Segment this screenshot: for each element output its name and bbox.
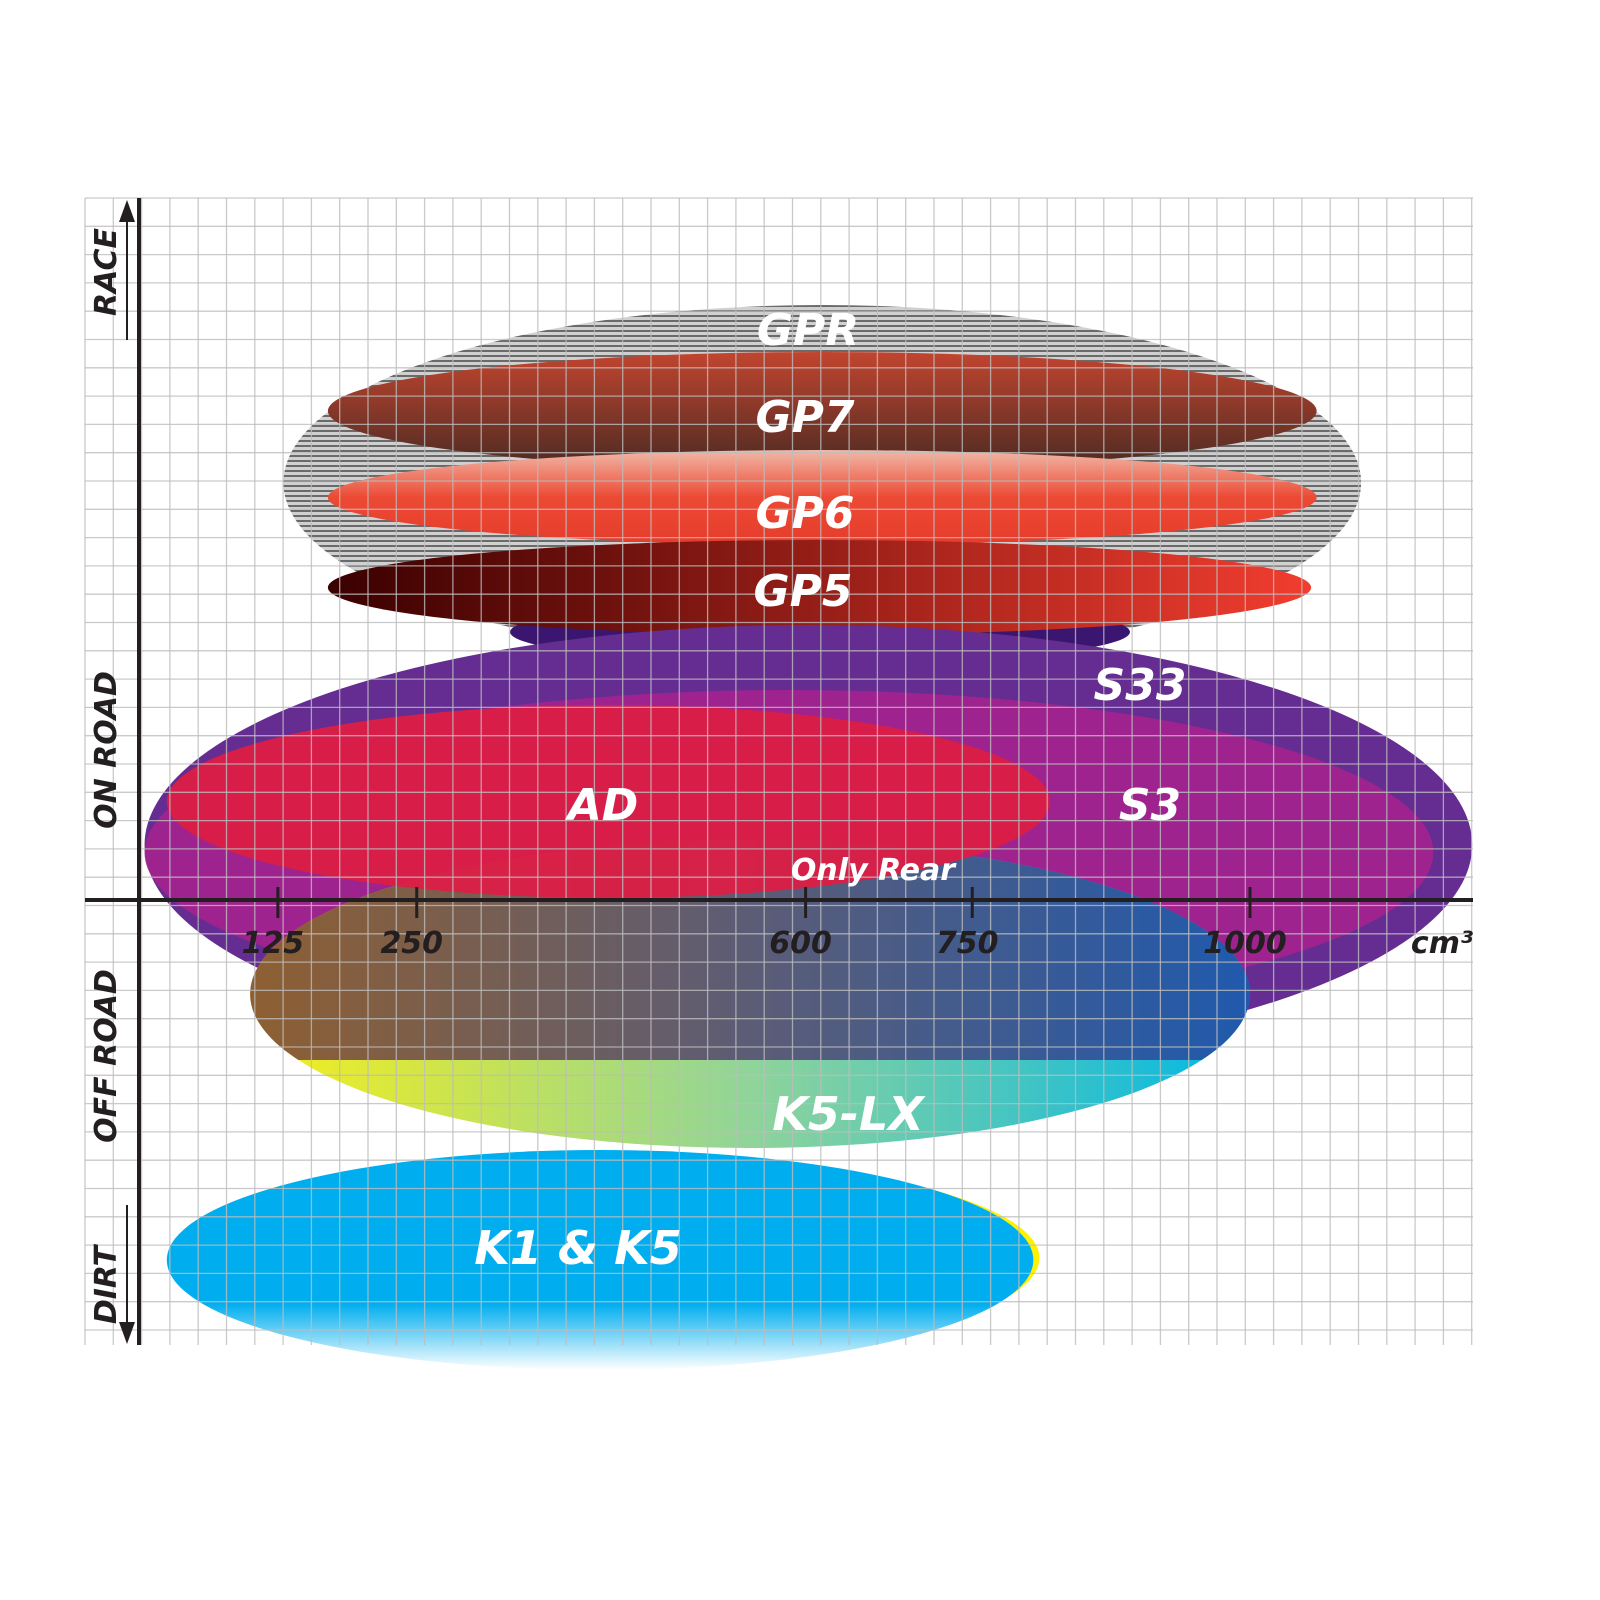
ellipse-gp7 bbox=[327, 352, 1317, 470]
label-k5-lx: K5-LX bbox=[772, 1087, 926, 1141]
x-tick-label: 125 bbox=[242, 926, 305, 961]
ellipse-gp6 bbox=[327, 450, 1317, 545]
y-category-off-road: OFF ROAD bbox=[89, 969, 124, 1143]
x-tick-label: 1000 bbox=[1203, 926, 1287, 961]
label-gpr: GPR bbox=[757, 305, 859, 356]
label-s3: S3 bbox=[1119, 780, 1181, 831]
label-ad: AD bbox=[565, 780, 639, 831]
label-only-rear: Only Rear bbox=[791, 853, 957, 888]
label-gp6: GP6 bbox=[756, 488, 855, 539]
label-k1-k5: K1 & K5 bbox=[474, 1221, 681, 1275]
arrow-up-icon bbox=[119, 200, 135, 222]
ellipse-ad bbox=[166, 705, 1051, 898]
y-category-dirt: DIRT bbox=[89, 1243, 124, 1324]
ellipse-k1-k5 bbox=[166, 1150, 1034, 1370]
x-tick-label: 750 bbox=[936, 926, 999, 961]
label-s33: S33 bbox=[1094, 660, 1187, 711]
y-category-on-road: ON ROAD bbox=[89, 671, 124, 829]
ellipse-gp5 bbox=[327, 540, 1312, 635]
x-tick-label: 250 bbox=[380, 926, 443, 961]
arrow-down-icon bbox=[119, 1322, 135, 1344]
label-gp7: GP7 bbox=[756, 392, 855, 443]
x-tick-label: 600 bbox=[769, 926, 832, 961]
label-gp5: GP5 bbox=[754, 566, 853, 617]
y-category-race: RACE bbox=[89, 228, 124, 316]
x-axis-unit: cm³ bbox=[1411, 926, 1473, 961]
